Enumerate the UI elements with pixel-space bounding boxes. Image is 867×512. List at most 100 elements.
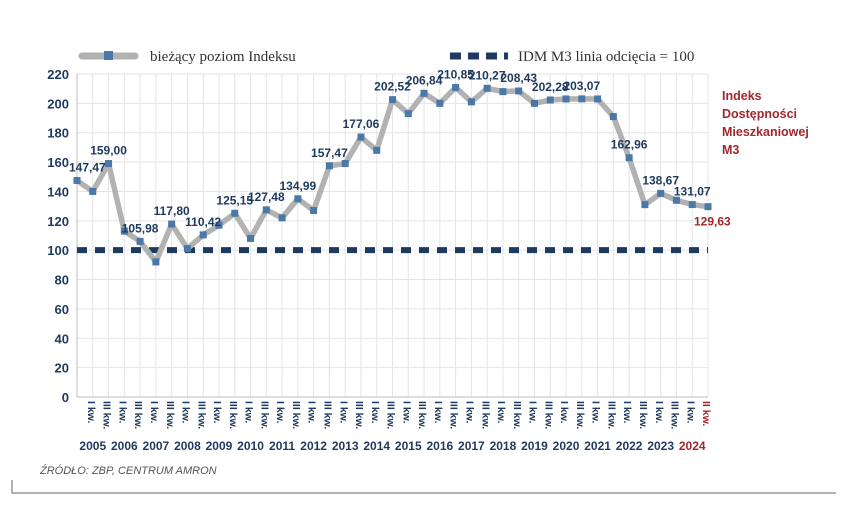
x-year-label: 2008 xyxy=(174,439,201,453)
x-tick-label: I kw. xyxy=(621,401,633,423)
x-year-label: 2024 xyxy=(679,439,706,453)
y-axis: 0 20 40 60 80 100 120 140 160 180 200 220 xyxy=(47,67,708,405)
data-point xyxy=(136,237,144,245)
side-title-line: Mieszkaniowej xyxy=(722,125,809,139)
data-point xyxy=(215,221,223,229)
data-point xyxy=(578,95,586,103)
data-point xyxy=(278,214,286,222)
data-point xyxy=(105,160,113,168)
x-tick-label: I kw. xyxy=(527,401,539,423)
data-point xyxy=(436,99,444,107)
data-point xyxy=(152,258,160,266)
y-tick-label: 100 xyxy=(47,243,69,258)
data-label: 131,07 xyxy=(674,185,711,199)
data-point xyxy=(672,196,680,204)
data-point xyxy=(467,98,475,106)
data-point xyxy=(657,189,665,197)
x-tick-label: III kw. xyxy=(258,401,270,429)
x-tick-label: III kw. xyxy=(605,401,617,429)
data-point xyxy=(357,133,365,141)
data-label: 177,06 xyxy=(343,117,380,131)
y-tick-label: 40 xyxy=(55,331,69,346)
data-label: 210,85 xyxy=(437,67,474,81)
data-label: 206,84 xyxy=(406,73,443,87)
x-tick-label: III kw. xyxy=(322,401,334,429)
data-label: 134,99 xyxy=(279,179,316,193)
series-group xyxy=(73,83,712,266)
data-label: 127,48 xyxy=(248,190,285,204)
x-year-label: 2023 xyxy=(647,439,674,453)
side-title-line: Dostępności xyxy=(722,107,797,121)
x-axis: I kw. III kw. I kw. III kw. I kw. III kw. I kw… xyxy=(79,401,712,453)
x-year-label: 2016 xyxy=(426,439,453,453)
x-tick-label: I kw. xyxy=(116,401,128,423)
data-point xyxy=(294,195,302,203)
source-note: ŹRÓDŁO: ZBP, CENTRUM AMRON xyxy=(39,464,217,477)
x-year-label: 2021 xyxy=(584,439,611,453)
x-tick-label: I kw. xyxy=(369,401,381,423)
data-point xyxy=(530,99,538,107)
data-point xyxy=(247,234,255,242)
x-year-label: 2020 xyxy=(553,439,580,453)
data-label: 105,98 xyxy=(122,221,159,235)
data-label: 162,96 xyxy=(611,138,648,152)
x-tick-label: III kw. xyxy=(195,401,207,429)
data-point xyxy=(499,88,507,96)
data-point xyxy=(609,113,617,121)
data-point xyxy=(231,209,239,217)
y-tick-label: 140 xyxy=(47,184,69,199)
data-point xyxy=(120,227,128,235)
x-year-label: 2012 xyxy=(300,439,327,453)
x-tick-label: III kw. xyxy=(542,401,554,429)
data-label: 157,47 xyxy=(311,146,348,160)
x-tick-label: II kw. xyxy=(700,401,712,426)
x-tick-label: III kw. xyxy=(511,401,523,429)
data-label: 202,28 xyxy=(532,80,569,94)
x-tick-label: III kw. xyxy=(227,401,239,429)
x-year-label: 2017 xyxy=(458,439,485,453)
x-year-label: 2007 xyxy=(143,439,170,453)
data-point xyxy=(168,220,176,228)
x-tick-label: I kw. xyxy=(590,401,602,423)
x-year-label: 2019 xyxy=(521,439,548,453)
data-label: 147,47 xyxy=(69,160,106,174)
x-year-label: 2006 xyxy=(111,439,138,453)
legend: bieżący poziom Indeksu IDM M3 linia odci… xyxy=(78,49,694,65)
data-label: 117,80 xyxy=(154,204,190,218)
data-point xyxy=(562,95,570,103)
x-tick-label: III kw. xyxy=(353,401,365,429)
data-point xyxy=(420,89,428,97)
x-tick-label: I kw. xyxy=(463,401,475,423)
data-point xyxy=(688,201,696,209)
side-title-line: Indeks xyxy=(722,89,762,103)
data-point xyxy=(546,96,554,104)
x-tick-label: I kw. xyxy=(148,401,160,423)
x-year-label: 2014 xyxy=(363,439,390,453)
y-tick-label: 20 xyxy=(55,361,69,376)
y-tick-label: 60 xyxy=(55,302,69,317)
x-tick-label: III kw. xyxy=(416,401,428,429)
x-tick-label: III kw. xyxy=(574,401,586,429)
data-point xyxy=(183,245,191,253)
legend-threshold-label: IDM M3 linia odcięcia = 100 xyxy=(518,49,694,65)
x-tick-label: III kw. xyxy=(101,401,113,429)
data-point xyxy=(404,110,412,118)
x-tick-label: I kw. xyxy=(558,401,570,423)
x-year-label: 2013 xyxy=(332,439,359,453)
x-tick-label: I kw. xyxy=(432,401,444,423)
data-point xyxy=(641,201,649,209)
x-year-label: 2009 xyxy=(206,439,233,453)
data-point xyxy=(341,160,349,168)
y-tick-label: 180 xyxy=(47,126,69,141)
y-tick-label: 80 xyxy=(55,273,69,288)
side-title-line: M3 xyxy=(722,143,739,157)
x-tick-label: III kw. xyxy=(132,401,144,429)
data-point xyxy=(625,154,633,162)
data-label: 129,63 xyxy=(694,215,731,229)
x-tick-label: III kw. xyxy=(637,401,649,429)
legend-series-marker xyxy=(104,51,113,60)
data-point xyxy=(199,231,207,239)
data-label: 159,00 xyxy=(90,144,127,158)
data-point xyxy=(389,96,396,104)
data-point xyxy=(310,207,318,215)
